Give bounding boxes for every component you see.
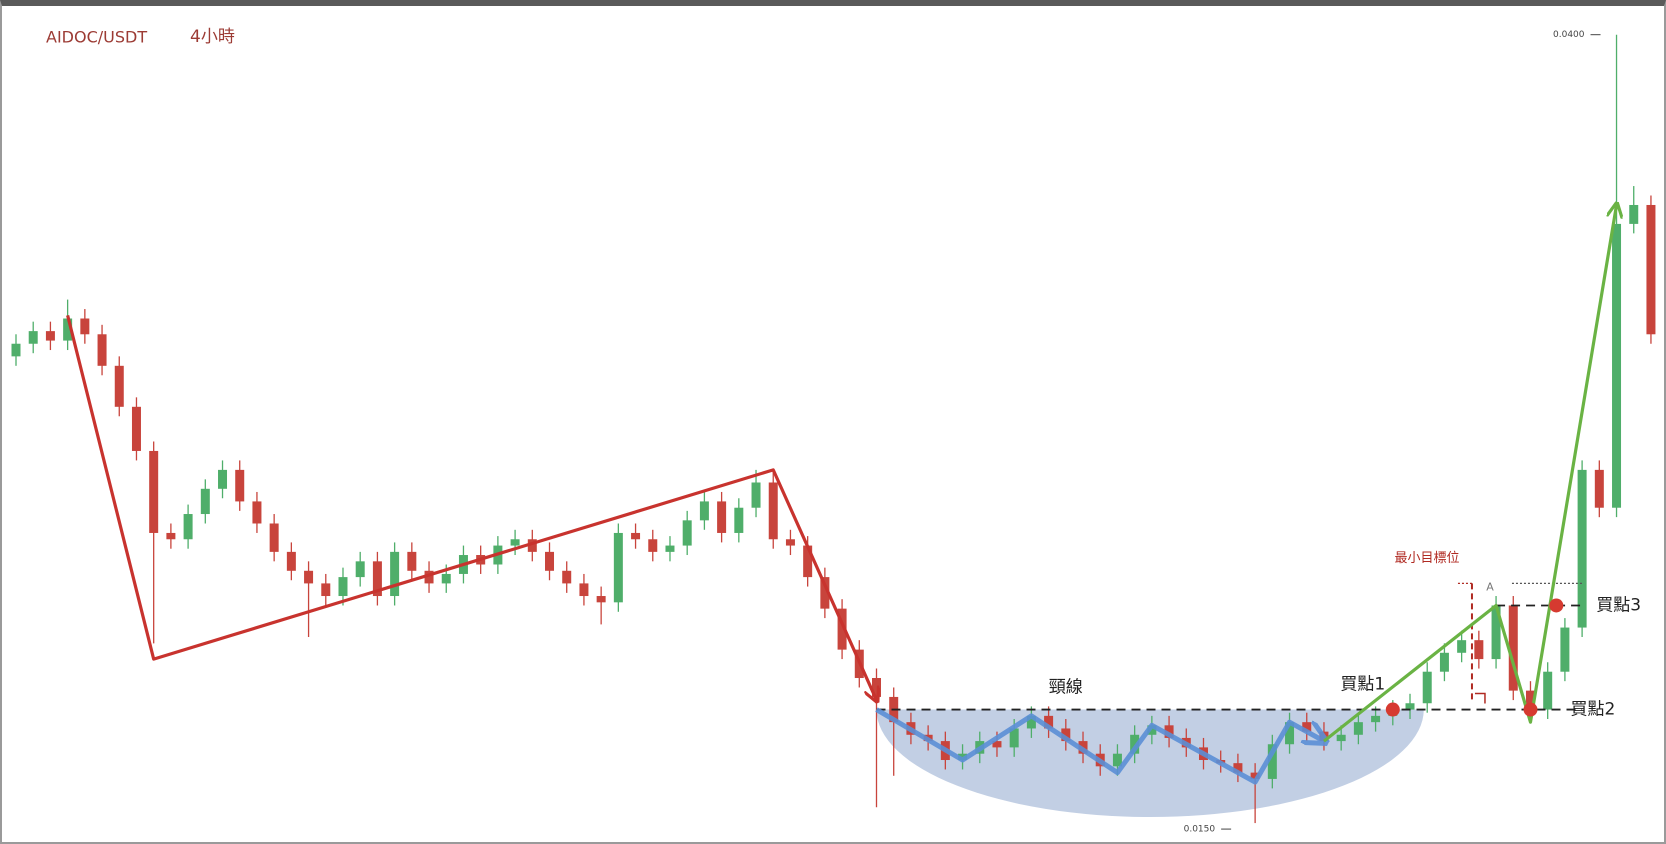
- chart-title: AIDOC/USDT: [46, 28, 147, 47]
- candle-body: [1405, 703, 1415, 710]
- candle-body: [1267, 744, 1277, 779]
- candle-body: [218, 469, 228, 489]
- candle-body: [149, 450, 159, 533]
- candle-body: [45, 331, 55, 341]
- candle-body: [631, 532, 641, 540]
- candle-body: [837, 608, 847, 650]
- candle-body: [1594, 469, 1604, 508]
- candle-body: [1577, 469, 1587, 628]
- candle-body: [80, 318, 90, 335]
- candle-body: [200, 488, 210, 515]
- candle-body: [510, 539, 520, 546]
- candle-body: [304, 570, 314, 584]
- candle-body: [11, 343, 21, 357]
- trend-line: [66, 314, 877, 700]
- target-marker: A: [1486, 580, 1494, 593]
- buy-point-label: 買點3: [1596, 595, 1641, 615]
- candle-body: [699, 501, 709, 521]
- candle-body: [1543, 671, 1553, 710]
- candle-body: [1061, 728, 1071, 742]
- candle-body: [269, 523, 279, 552]
- buy-point: [1523, 702, 1538, 717]
- candle-body: [1009, 728, 1019, 748]
- candle-body: [1646, 204, 1656, 335]
- trend-line: [1322, 205, 1617, 743]
- candle-body: [1457, 640, 1467, 653]
- candle-body: [407, 551, 417, 571]
- candle-body: [1233, 763, 1243, 773]
- candle-body: [751, 482, 761, 508]
- candle-body: [1353, 722, 1363, 735]
- neckline-label: 頸線: [1049, 678, 1083, 698]
- candle-body: [183, 514, 193, 540]
- buy-point: [1549, 598, 1564, 613]
- candle-body: [252, 501, 262, 524]
- candle-body: [1560, 627, 1570, 672]
- candle-body: [355, 561, 365, 578]
- candle-body: [1491, 605, 1501, 660]
- buy-point-label: 買點2: [1570, 700, 1615, 720]
- candle-body: [114, 365, 124, 407]
- candle-body: [1439, 652, 1449, 672]
- candle-body: [545, 551, 555, 571]
- candle-body: [648, 539, 658, 552]
- candle-body: [1508, 605, 1518, 691]
- trend-line: [875, 707, 1324, 785]
- candle-body: [613, 532, 623, 603]
- candle-body: [1285, 722, 1295, 745]
- candle-body: [338, 577, 348, 597]
- target-label: 最小目標位: [1394, 551, 1459, 566]
- candle-body: [562, 570, 572, 584]
- candle-body: [734, 507, 744, 533]
- candle-body: [527, 539, 537, 552]
- candle-body: [1336, 734, 1346, 742]
- candle-body: [1250, 772, 1260, 779]
- candle-body: [1612, 223, 1622, 508]
- candle-body: [424, 570, 434, 584]
- candle-body: [665, 545, 675, 552]
- candle-body: [441, 573, 451, 584]
- candle-body: [768, 482, 778, 540]
- price-marker-label: 0.0400: [1553, 30, 1585, 40]
- target-bracket: [1474, 692, 1486, 704]
- candle-body: [682, 520, 692, 546]
- candle-body: [1474, 640, 1484, 660]
- candle-body: [321, 583, 331, 597]
- candle-body: [1629, 204, 1639, 224]
- candle-body: [1371, 715, 1381, 723]
- candle-body: [717, 501, 727, 533]
- candle-body: [596, 596, 606, 603]
- candle-body: [28, 331, 38, 344]
- candle-body: [1147, 725, 1157, 735]
- candle-body: [131, 406, 141, 451]
- candle-body: [1525, 690, 1535, 710]
- candle-body: [63, 318, 73, 341]
- candle-body: [1112, 753, 1122, 767]
- candle-body: [958, 753, 968, 761]
- chart-subtitle: 4小時: [190, 27, 235, 47]
- buy-point-label: 買點1: [1340, 675, 1385, 695]
- candle-body: [1164, 725, 1174, 738]
- candle-body: [372, 561, 382, 597]
- candle-body: [803, 545, 813, 578]
- candle-body: [1422, 671, 1432, 704]
- candle-body: [390, 551, 400, 597]
- candle-body: [1044, 715, 1054, 729]
- buy-point: [1385, 702, 1400, 717]
- candle-body: [286, 551, 296, 571]
- candle-body: [97, 334, 107, 366]
- candle-body: [785, 539, 795, 546]
- candle-body: [820, 577, 830, 609]
- candle-body: [1130, 734, 1140, 754]
- candle-body: [992, 741, 1002, 748]
- candle-body: [235, 469, 245, 502]
- price-marker-label: 0.0150: [1184, 825, 1216, 835]
- candle-body: [579, 583, 589, 597]
- candle-body: [166, 532, 176, 540]
- candle-body: [1026, 715, 1036, 729]
